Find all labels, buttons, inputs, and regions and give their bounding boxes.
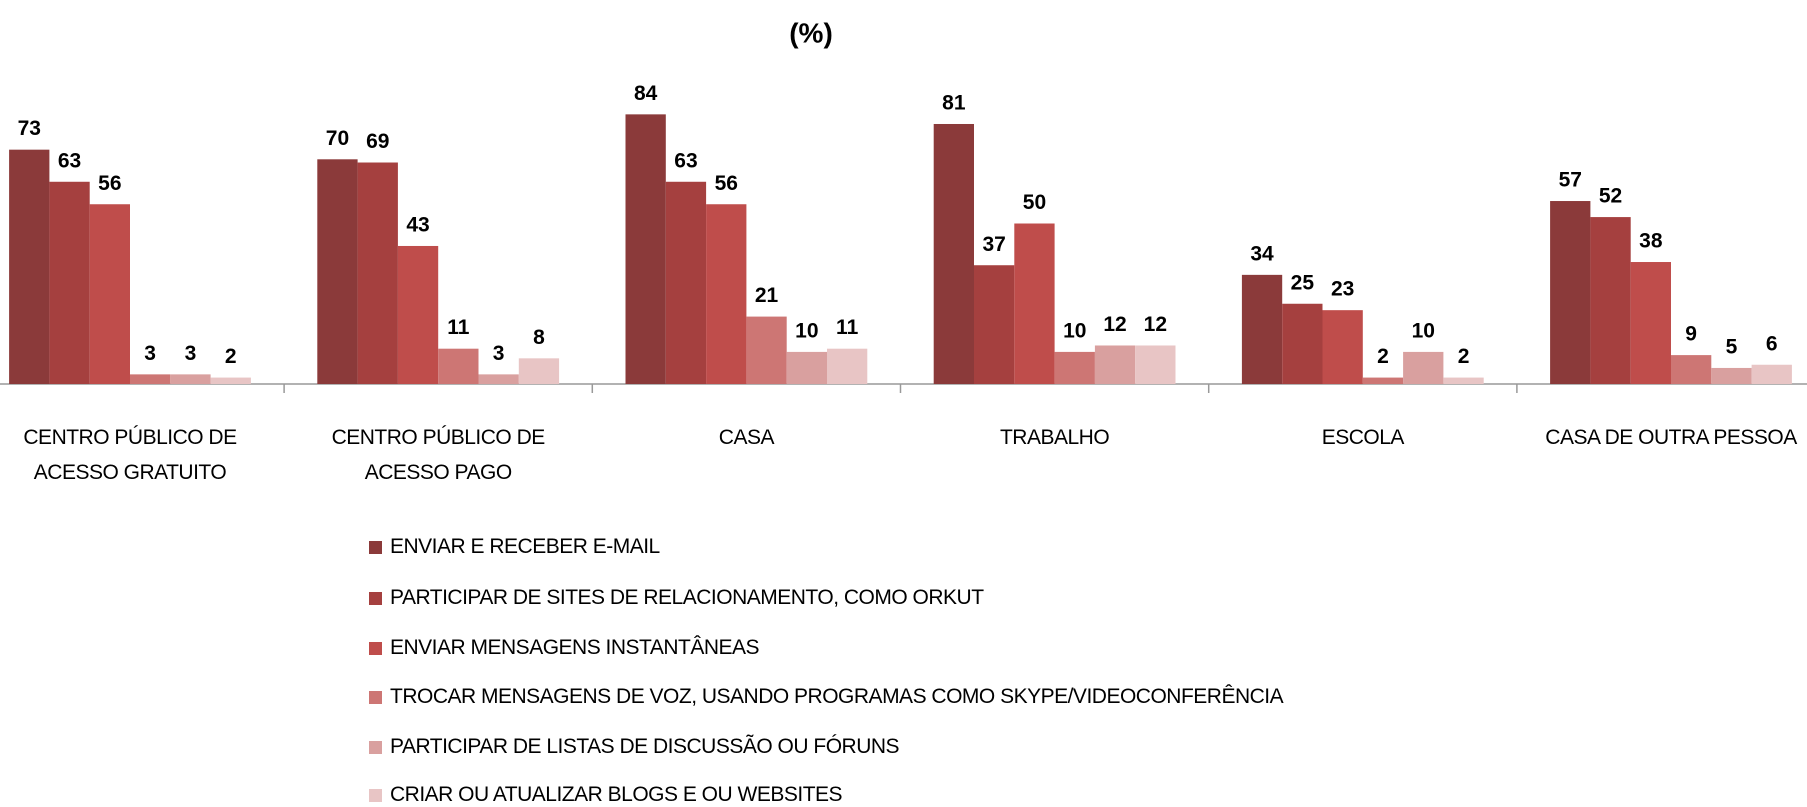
data-label: 52 (1599, 185, 1622, 208)
bar (1241, 274, 1283, 384)
legend-label: ENVIAR E RECEBER E-MAIL (390, 535, 660, 558)
x-tick-label: CENTRO PÚBLICO DE ACESSO GRATUITO (23, 426, 237, 484)
data-label: 10 (1412, 319, 1435, 342)
bar (933, 123, 974, 385)
bar (317, 159, 358, 384)
bar (9, 149, 50, 384)
data-label: 9 (1685, 323, 1697, 346)
data-label: 63 (674, 149, 697, 172)
data-label: 2 (225, 345, 237, 368)
data-label: 11 (447, 316, 470, 339)
data-label: 12 (1103, 313, 1126, 336)
legend-entry: CRIAR OU ATUALIZAR BLOGS E OU WEBSITES (369, 781, 843, 807)
data-label: 25 (1291, 271, 1315, 294)
data-label: 11 (836, 316, 859, 339)
data-label: 10 (1063, 319, 1086, 342)
data-label: 69 (366, 130, 389, 153)
legend-label: CRIAR OU ATUALIZAR BLOGS E OU WEBSITES (390, 783, 843, 806)
bar (89, 204, 130, 384)
bar (130, 374, 171, 384)
bar (170, 374, 211, 384)
x-tick-label: CENTRO PÚBLICO DE ACESSO PAGO (331, 426, 546, 484)
bar (49, 181, 90, 384)
data-label: 43 (406, 214, 429, 237)
legend-swatch (369, 591, 382, 605)
data-label: 84 (634, 82, 658, 105)
bar (1751, 364, 1792, 384)
data-label: 70 (326, 127, 349, 150)
bar (827, 348, 868, 384)
data-label: 3 (144, 342, 156, 365)
data-label: 81 (942, 92, 966, 115)
bar (746, 316, 787, 384)
bar (1135, 345, 1176, 384)
bar (786, 351, 827, 384)
bar (1671, 355, 1712, 384)
data-label: 73 (18, 117, 41, 140)
bar (1014, 223, 1055, 384)
data-label: 56 (715, 172, 738, 195)
data-label: 8 (533, 326, 545, 349)
bar (210, 377, 251, 384)
bar (1403, 351, 1444, 384)
legend-label: TROCAR MENSAGENS DE VOZ, USANDO PROGRAMA… (390, 685, 1284, 708)
data-label: 38 (1639, 230, 1663, 253)
data-label: 3 (493, 342, 505, 365)
legend-entry: PARTICIPAR DE SITES DE RELACIONAMENTO, C… (369, 584, 984, 612)
bar (1282, 303, 1323, 384)
data-label: 3 (185, 342, 197, 365)
bar (974, 265, 1015, 384)
bar (1362, 377, 1404, 384)
data-label: 2 (1458, 345, 1470, 368)
x-tick-label: CASA (718, 426, 775, 449)
bar (1094, 345, 1136, 384)
data-label: 23 (1331, 278, 1354, 301)
legend-swatch (369, 641, 382, 655)
legend-entry: PARTICIPAR DE LISTAS DE DISCUSSÃO OU FÓR… (369, 733, 900, 761)
data-label: 2 (1377, 345, 1389, 368)
bar (518, 358, 560, 384)
legend-label: PARTICIPAR DE LISTAS DE DISCUSSÃO OU FÓR… (390, 735, 900, 758)
legend-entry: ENVIAR MENSAGENS INSTANTÂNEAS (369, 634, 760, 662)
bar (625, 114, 666, 385)
x-tick-label: CASA DE OUTRA PESSOA (1545, 426, 1797, 449)
legend-swatch (369, 788, 382, 802)
bar (1590, 217, 1631, 384)
bar (1054, 351, 1095, 384)
data-label: 56 (98, 172, 121, 195)
bar (478, 374, 519, 384)
bar (665, 181, 707, 384)
data-label: 57 (1559, 169, 1582, 192)
bar (397, 245, 439, 384)
legend-label: PARTICIPAR DE SITES DE RELACIONAMENTO, C… (390, 586, 984, 609)
data-label: 5 (1726, 335, 1738, 358)
bar (1550, 201, 1591, 384)
data-label: 6 (1766, 332, 1778, 355)
bar (1630, 262, 1671, 384)
data-label: 34 (1250, 242, 1274, 265)
legend-entry: TROCAR MENSAGENS DE VOZ, USANDO PROGRAMA… (369, 683, 1284, 711)
bar (1443, 377, 1484, 384)
bar (357, 162, 398, 384)
x-tick-label: ESCOLA (1321, 426, 1405, 449)
data-label: 21 (755, 284, 779, 307)
data-label: 12 (1144, 313, 1167, 336)
x-tick-label: TRABALHO (999, 426, 1110, 449)
data-label: 50 (1023, 191, 1046, 214)
bar (706, 204, 747, 384)
bar (1711, 367, 1752, 384)
bar (1322, 310, 1363, 384)
legend-swatch (369, 690, 382, 704)
chart-title: (%) (789, 17, 833, 48)
data-label: 63 (58, 149, 81, 172)
legend-label: ENVIAR MENSAGENS INSTANTÂNEAS (390, 636, 760, 659)
legend-swatch (369, 740, 382, 754)
legend-swatch (369, 540, 382, 554)
data-label: 10 (795, 319, 818, 342)
data-label: 37 (982, 233, 1005, 256)
bar (438, 348, 479, 384)
legend-entry: ENVIAR E RECEBER E-MAIL (369, 533, 660, 561)
